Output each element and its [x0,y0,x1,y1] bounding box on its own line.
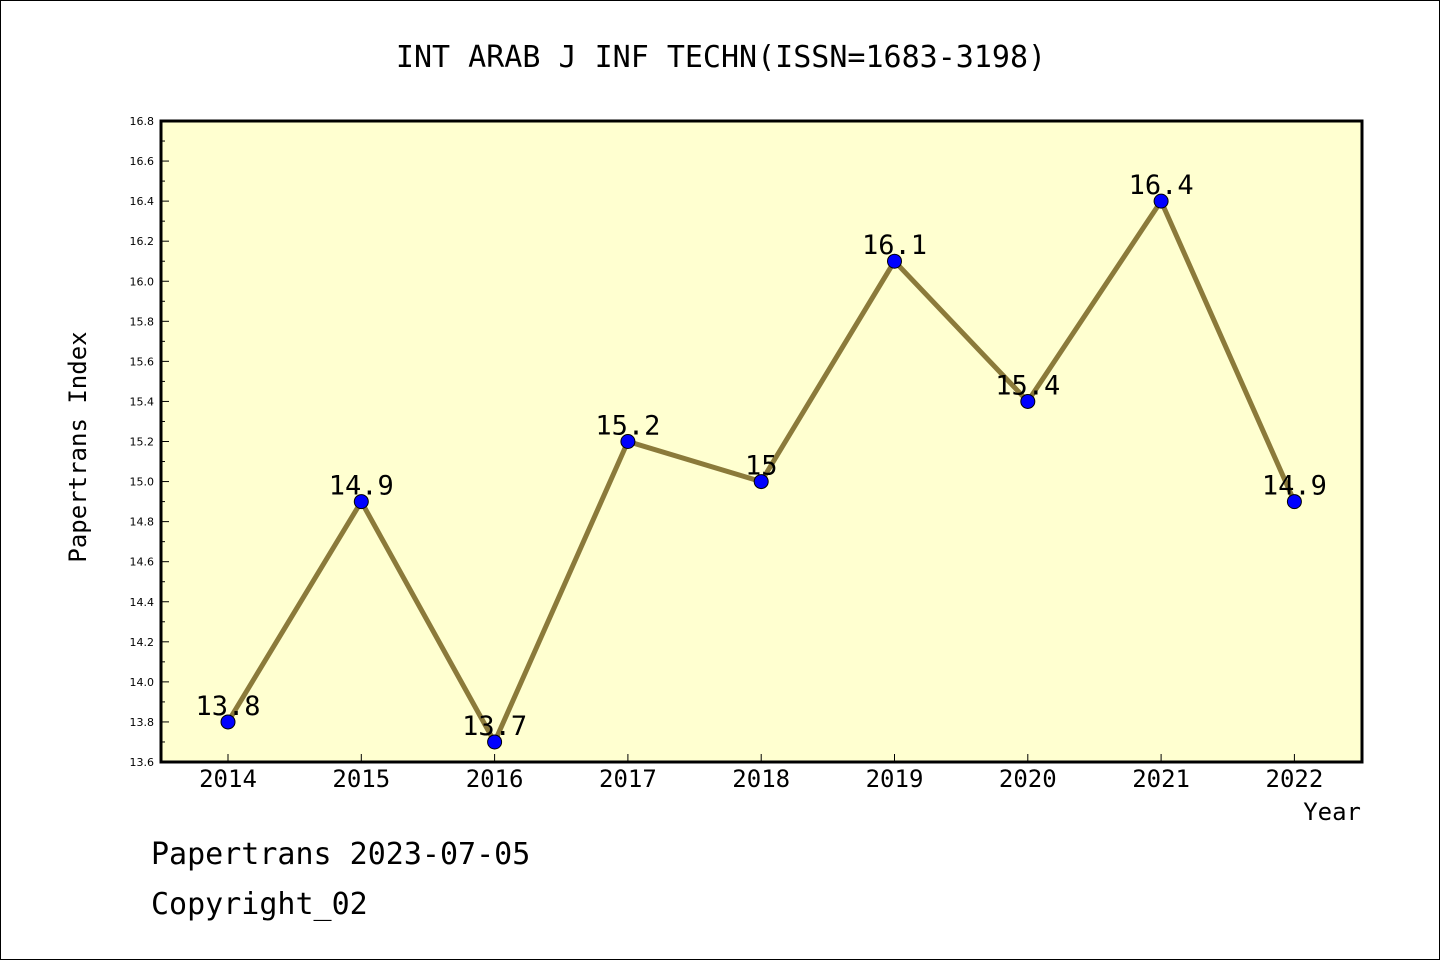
y-tick-label: 16.4 [130,195,155,208]
x-tick-label: 2015 [332,765,390,793]
data-markers [220,193,1302,750]
data-point-marker [1020,393,1036,409]
data-value-label: 13.7 [462,711,527,742]
plot-area [161,121,1362,762]
data-point-marker [487,734,503,750]
data-value-label: 15.2 [595,411,660,442]
y-tick-label: 15.4 [130,395,155,408]
data-value-label: 14.9 [329,471,394,502]
data-point-marker [220,714,236,730]
data-value-label: 16.4 [1129,170,1194,201]
x-tick-label: 2017 [599,765,657,793]
plot-frame [159,119,1364,764]
x-tick-label: 2022 [1266,765,1324,793]
data-value-label: 14.9 [1262,471,1327,502]
y-tick-label: 16.2 [130,235,155,248]
data-value-label: 15 [745,451,778,482]
x-tick-label: 2019 [866,765,924,793]
data-value-label: 15.4 [995,370,1060,401]
x-tick-label: 2018 [732,765,790,793]
data-value-label: 16.1 [862,230,927,261]
x-axis-ticks: 2014 2015 2016 2017 2018 2019 2020 2021 2022 [199,754,1323,793]
data-point-marker [753,474,769,490]
y-tick-label: 14.0 [130,676,155,689]
footer-date-text: Papertrans 2023-07-05 [151,837,531,872]
y-tick-label: 15.2 [130,436,155,449]
y-tick-label: 13.6 [130,756,155,769]
x-tick-label: 2021 [1132,765,1190,793]
y-tick-label: 14.8 [130,516,155,529]
y-tick-label: 15.6 [130,355,155,368]
y-tick-label: 14.4 [130,596,155,609]
y-axis-label: Papertrans Index [64,331,92,562]
y-tick-label: 13.8 [130,716,155,729]
chart-title: INT ARAB J INF TECHN(ISSN=1683-3198) [396,40,1046,75]
x-axis-label: Year [1303,798,1361,826]
data-point-marker [353,494,369,510]
y-tick-label: 15.8 [130,315,155,328]
y-tick-label: 16.8 [130,115,155,128]
x-tick-label: 2014 [199,765,257,793]
data-labels: 13.8 14.9 13.7 15.2 15 16.1 15.4 16.4 14.9 [195,170,1326,742]
y-tick-label: 15.0 [130,476,155,489]
x-tick-label: 2020 [999,765,1057,793]
x-tick-label: 2016 [466,765,524,793]
data-point-marker [1286,494,1302,510]
data-point-marker [887,253,902,269]
y-tick-label: 14.6 [130,556,155,569]
y-tick-label: 16.6 [130,155,155,168]
data-value-label: 13.8 [195,691,260,722]
data-point-marker [620,434,636,449]
y-tick-label: 14.2 [130,636,155,649]
y-tick-label: 16.0 [130,275,155,288]
footer-copyright-text: Copyright_02 [151,887,368,922]
data-point-marker [1153,193,1169,209]
y-axis-ticks: 13.6 13.8 14.0 14.2 14.4 14.6 14.8 15.0 15.2 15.4… [130,115,169,769]
